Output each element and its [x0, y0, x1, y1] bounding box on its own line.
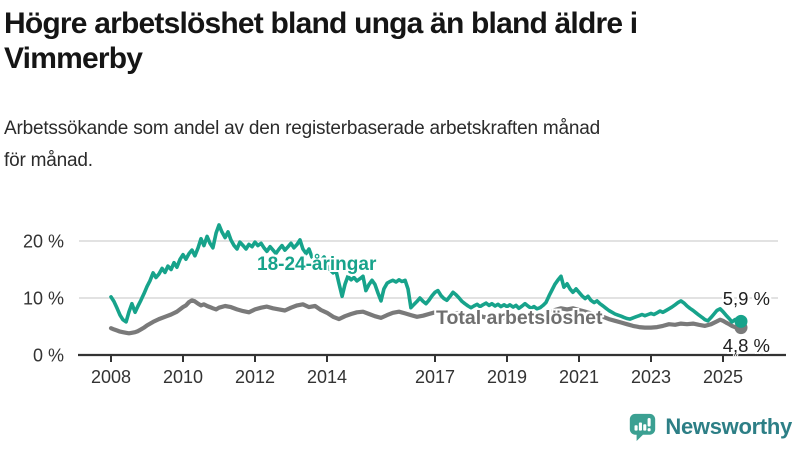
end-value-label-total: 4,8 %: [722, 335, 770, 356]
brand-footer: Newsworthy: [628, 412, 792, 442]
x-tick-label: 2025: [703, 367, 743, 387]
x-tick-label: 2019: [487, 367, 527, 387]
x-tick-label: 2017: [415, 367, 455, 387]
y-tick-label: 20 %: [23, 232, 64, 252]
x-tick-label: 2023: [631, 367, 671, 387]
x-tick-label: 2008: [91, 367, 131, 387]
newsworthy-logo-icon: [630, 413, 656, 442]
end-value-label-young: 5,9 %: [722, 288, 770, 309]
x-tick-label: 2012: [235, 367, 275, 387]
series-label-total: Total arbetslöshet: [436, 307, 603, 329]
chart-subtitle: Arbetssökande som andel av den registerb…: [4, 113, 796, 177]
x-tick-label: 2014: [307, 367, 347, 387]
x-tick-label: 2021: [559, 367, 599, 387]
series-label-young: 18-24-åringar: [257, 254, 377, 275]
series-line-total: [108, 298, 744, 336]
title-line-2: Vimmerby: [4, 42, 143, 76]
subtitle-line-1: Arbetssökande som andel av den registerb…: [4, 117, 601, 139]
page-title: Högre arbetslöshet bland unga än bland ä…: [4, 6, 796, 77]
y-tick-label: 10 %: [23, 289, 64, 309]
end-dot-young: [734, 314, 748, 328]
subtitle-line-2: för månad.: [4, 149, 93, 171]
series-line-young: [109, 223, 743, 324]
x-tick-label: 2010: [163, 367, 203, 387]
brand-name: Newsworthy: [665, 414, 792, 439]
y-tick-label: 0 %: [33, 346, 64, 366]
title-line-1: Högre arbetslöshet bland unga än bland ä…: [4, 7, 638, 40]
